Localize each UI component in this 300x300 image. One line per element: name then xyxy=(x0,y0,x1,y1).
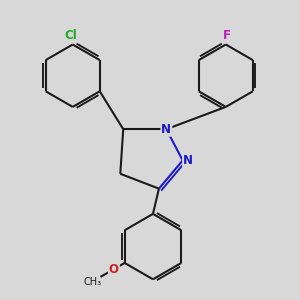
Text: F: F xyxy=(223,29,231,42)
Text: O: O xyxy=(109,263,119,276)
Text: Cl: Cl xyxy=(65,29,78,42)
Text: N: N xyxy=(161,123,171,136)
Text: N: N xyxy=(183,154,193,167)
Text: CH₃: CH₃ xyxy=(84,277,102,287)
